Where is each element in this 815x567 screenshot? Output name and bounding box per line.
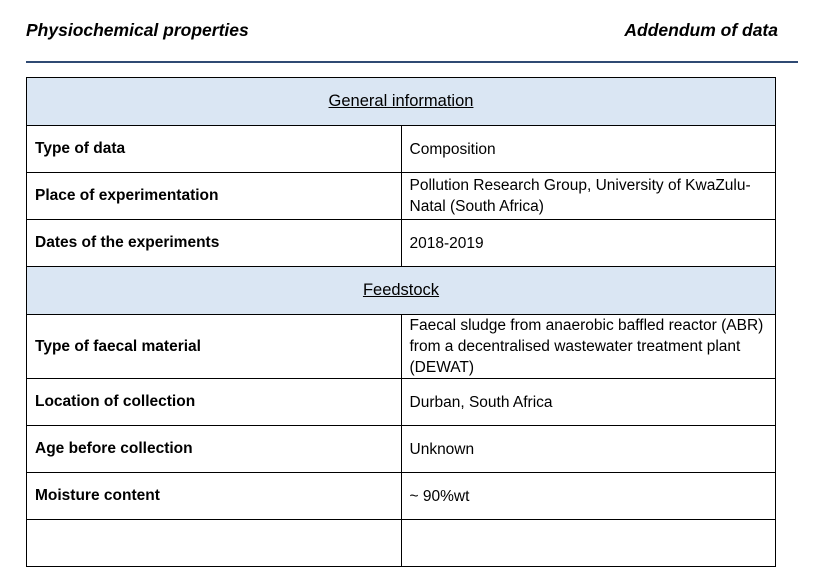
header-divider [26,61,798,63]
row-label: Dates of the experiments [26,219,402,267]
row-value-empty [400,519,776,567]
section-title-cell: General information [26,77,776,126]
table-row: Moisture content ~ 90%wt [26,472,776,520]
row-label: Moisture content [26,472,402,520]
row-label: Place of experimentation [26,172,402,220]
section-title: General information [328,92,474,110]
table-row: Location of collection Durban, South Afr… [26,378,776,426]
row-label: Type of faecal material [26,314,402,379]
section-title-cell: Feedstock [26,266,776,315]
row-value: Faecal sludge from anaerobic baffled rea… [400,314,776,379]
table-row: Place of experimentation Pollution Resea… [26,172,776,220]
row-value: Composition [400,125,776,173]
row-label-empty [26,519,402,567]
row-value: 2018-2019 [400,219,776,267]
table-row-empty [26,519,776,567]
header-right-title: Addendum of data [624,20,778,40]
section-title: Feedstock [362,281,440,299]
table-row: Dates of the experiments 2018-2019 [26,219,776,267]
table-row: Type of faecal material Faecal sludge fr… [26,314,776,379]
section-header-feedstock: Feedstock [26,266,776,315]
row-value: Pollution Research Group, University of … [400,172,776,220]
row-value: Durban, South Africa [400,378,776,426]
table-row: Type of data Composition [26,125,776,173]
section-header-general: General information [26,77,776,126]
header-left-title: Physiochemical properties [26,20,249,40]
row-label: Type of data [26,125,402,173]
table-row: Age before collection Unknown [26,425,776,473]
properties-table: General information Type of data Composi… [26,77,776,567]
row-value: Unknown [400,425,776,473]
row-label: Location of collection [26,378,402,426]
row-value: ~ 90%wt [400,472,776,520]
row-label: Age before collection [26,425,402,473]
